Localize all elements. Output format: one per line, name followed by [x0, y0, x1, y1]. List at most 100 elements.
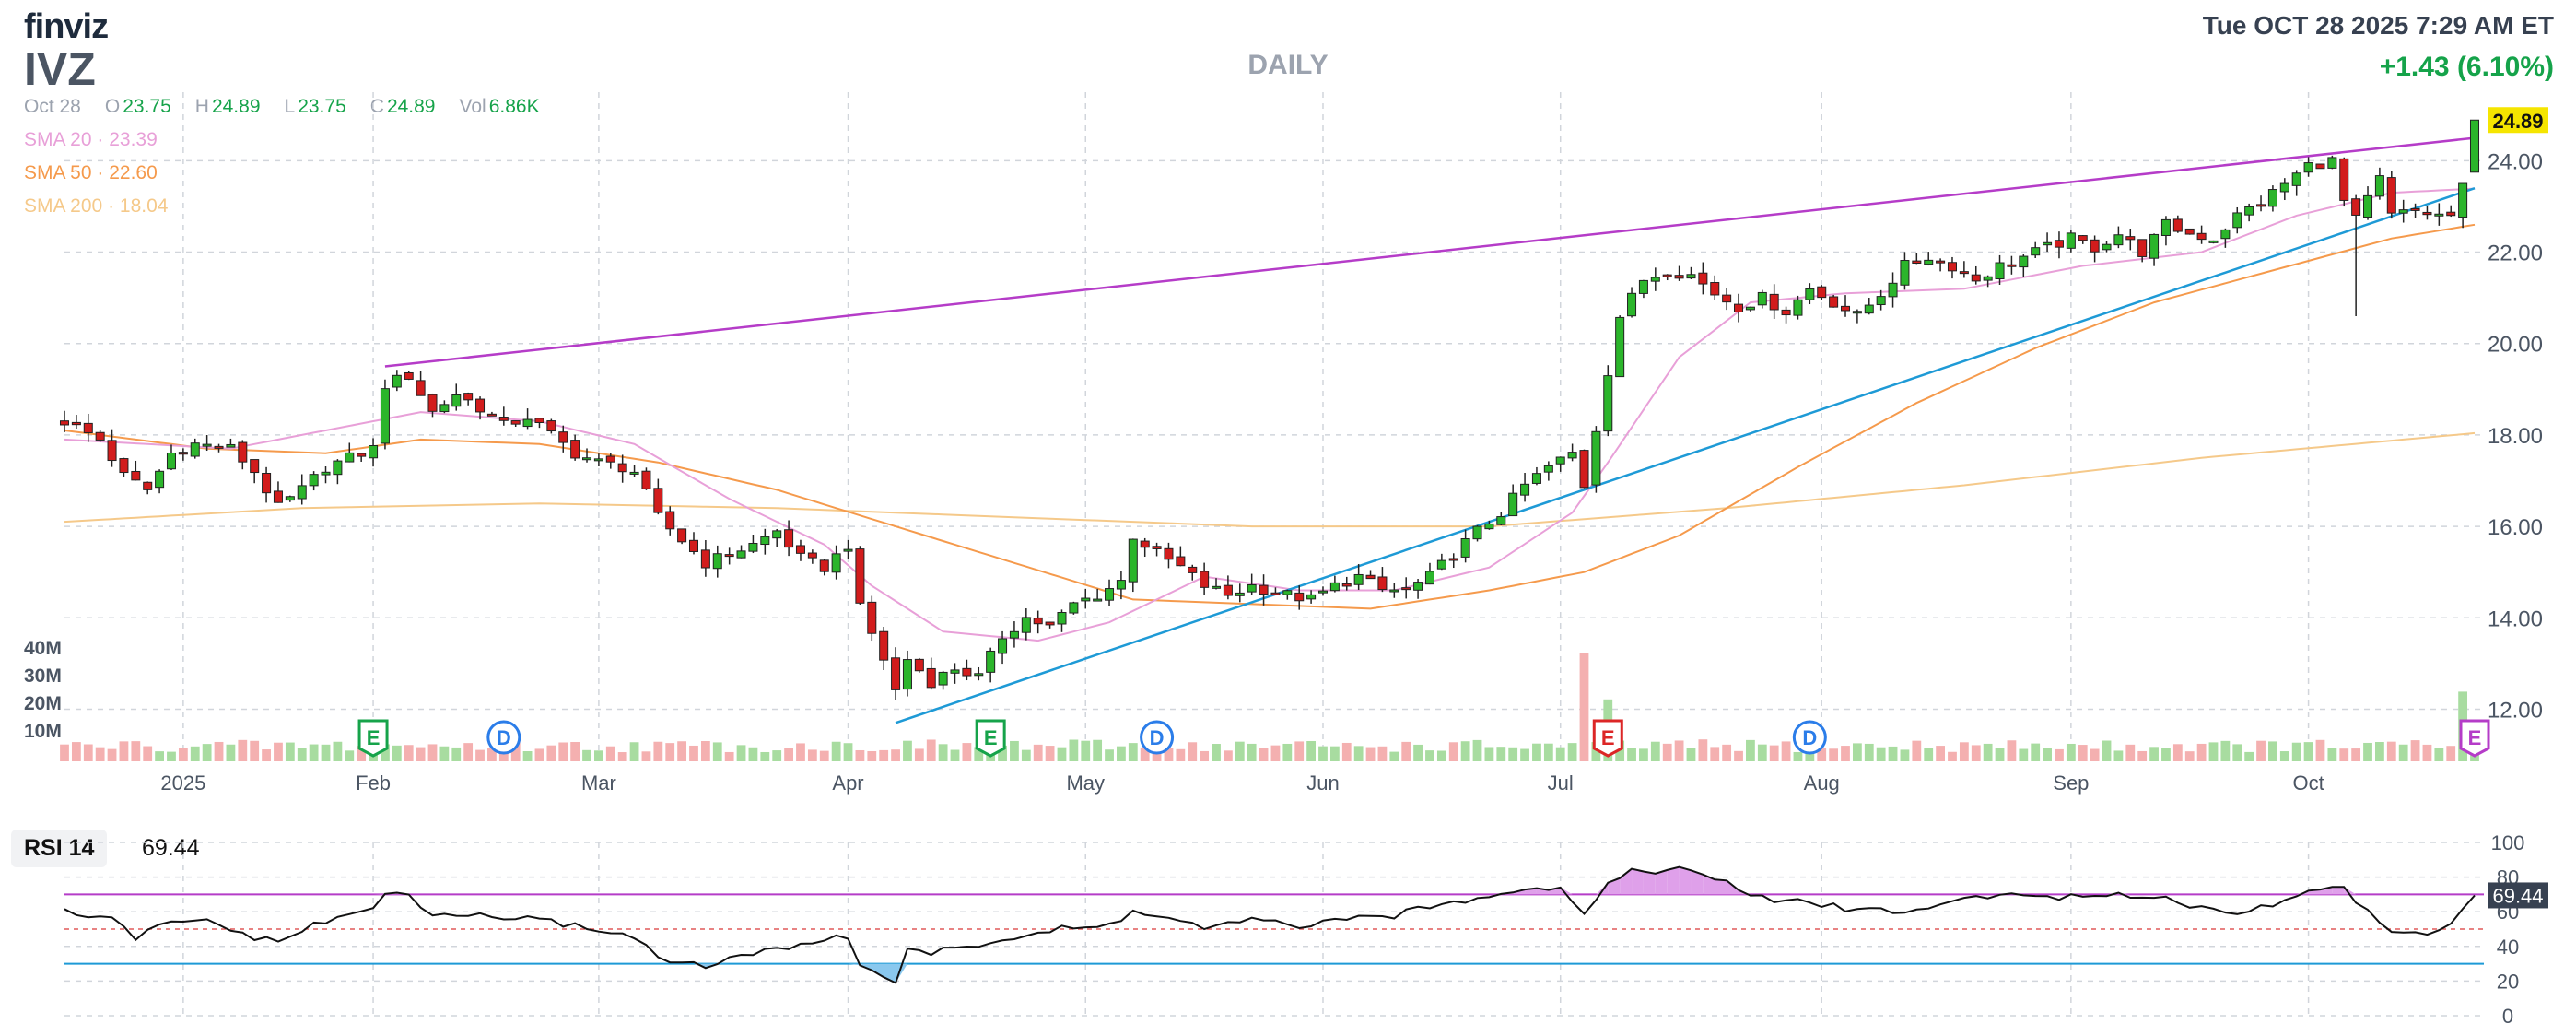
candle-body [2279, 182, 2289, 193]
rsi-label[interactable]: RSI 14 [11, 830, 108, 867]
volume-bar [2410, 740, 2420, 761]
candle-body [998, 638, 1008, 654]
candle-body [2434, 213, 2444, 217]
volume-bar [2066, 743, 2076, 761]
volume-bar [1436, 750, 1446, 761]
candle-body [1757, 291, 1767, 306]
rsi-overbought-fill [1643, 871, 1656, 895]
candle-body [2374, 175, 2384, 197]
volume-bar [1579, 653, 1589, 761]
candle-body [1306, 594, 1317, 600]
volume-bar [879, 749, 889, 761]
candle-body [748, 542, 758, 552]
volume-bar [1995, 748, 2005, 761]
volume-bar [1639, 748, 1648, 761]
candle-body [1353, 573, 1364, 585]
volume-bar [2434, 748, 2444, 761]
candle-body [1448, 558, 1458, 561]
candle-body [1876, 296, 1886, 306]
candle-body [1805, 288, 1815, 300]
volume-bar [1959, 742, 1969, 761]
volume-bar [546, 745, 556, 761]
candle-body [795, 545, 805, 554]
month-label: Sep [2053, 771, 2089, 795]
sma200-value: 18.04 [119, 195, 169, 217]
sma50-legend[interactable]: SMA 50 · 22.60 [24, 162, 158, 184]
rsi-value-tag [2488, 882, 2548, 909]
volume-bar [2327, 748, 2337, 761]
volume-bar [2232, 744, 2242, 761]
volume-bar [178, 748, 188, 761]
sma20-legend[interactable]: SMA 20 · 23.39 [24, 129, 158, 151]
price-tick-label: 12.00 [2488, 698, 2543, 723]
volume-bar [1912, 740, 1922, 761]
volume-bar [392, 745, 402, 761]
candle-body [1531, 473, 1541, 484]
candle-body [593, 458, 603, 462]
candle-body [107, 440, 117, 462]
candle-body [926, 667, 936, 689]
sma50-value: 22.60 [109, 162, 158, 183]
candle-body [855, 548, 865, 604]
rsi-overbought-fill [373, 893, 385, 895]
candle-body [1057, 612, 1067, 625]
volume-bar [1117, 746, 1126, 761]
volume-bar [1508, 747, 1518, 761]
sma200-line [64, 431, 2476, 528]
volume-bar [641, 751, 651, 761]
volume-bar [1294, 741, 1305, 761]
volume-bar [1841, 746, 1850, 761]
volume-bar [1900, 749, 1910, 761]
price-tick-label: 20.00 [2488, 333, 2543, 358]
volume-bar [748, 747, 758, 761]
volume-tick-label: 20M [24, 693, 62, 714]
volume-bar [1734, 750, 1743, 761]
volume-bar [1686, 748, 1696, 761]
candle-body [380, 388, 390, 444]
candle-body [486, 413, 497, 417]
sma20-sep: · [97, 129, 104, 150]
candle-body [309, 474, 319, 487]
sma200-legend[interactable]: SMA 200 · 18.04 [24, 195, 168, 218]
close-value: 24.89 [386, 96, 436, 117]
volume-bar [345, 750, 355, 761]
volume-bar [2137, 750, 2148, 761]
finviz-logo[interactable]: finviz [24, 7, 109, 46]
rsi-oversold-fill [848, 963, 861, 966]
candle-body [1436, 559, 1446, 570]
candle-body [1211, 585, 1222, 589]
candle-body [2172, 218, 2183, 232]
candle-body [2256, 204, 2266, 207]
price-chart[interactable]: 12.00 14.00 16.00 18.00 20.00 22.00 24.00 2025 F… [0, 0, 2576, 802]
event-letter: E [367, 726, 381, 749]
rsi-tick-label: 100 [2491, 831, 2525, 854]
candle-body [914, 658, 924, 672]
month-label: 2025 [160, 771, 205, 795]
volume-bar [357, 746, 367, 761]
volume-value: 6.86K [488, 96, 540, 117]
volume-bar [155, 751, 164, 761]
volume-bar [605, 746, 615, 761]
rsi-tick-label: 20 [2497, 970, 2519, 993]
event-letter: D [1150, 726, 1165, 749]
volume-bar [2363, 742, 2372, 761]
candle-body [1674, 275, 1684, 279]
candle-body [807, 552, 817, 559]
candle-body [2469, 119, 2480, 173]
candle-body [1484, 523, 1494, 530]
candle-body [1377, 576, 1388, 591]
month-label: Feb [356, 771, 391, 795]
candle-body [1460, 537, 1470, 558]
candle-body [677, 528, 687, 543]
candle-body [71, 421, 81, 426]
candle-body [1567, 452, 1577, 459]
volume-bar [190, 746, 200, 761]
volume-bar [1567, 743, 1577, 761]
volume-bar [2422, 744, 2432, 761]
candle-body [1888, 282, 1898, 298]
low-value: 23.75 [298, 96, 346, 117]
candle-body [1817, 286, 1827, 299]
volume-bar [1081, 740, 1091, 761]
rsi-tick-label: 0 [2502, 1005, 2513, 1028]
